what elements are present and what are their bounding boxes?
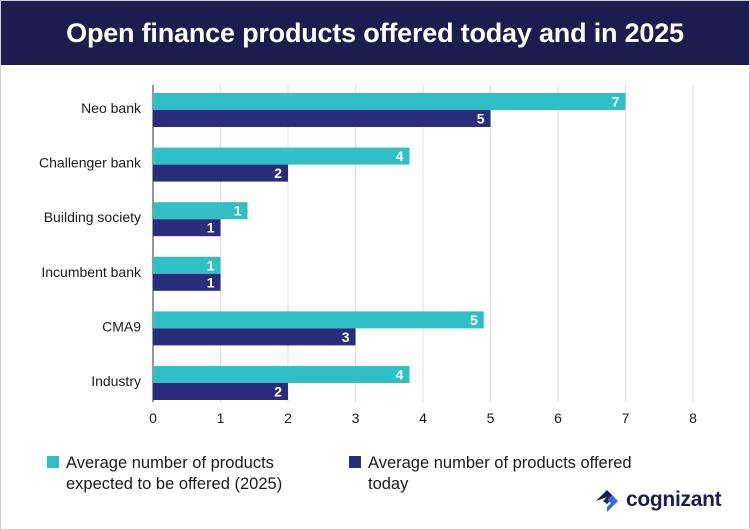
logo-wordmark: cognizant (626, 488, 722, 511)
x-tick-label: 3 (352, 410, 360, 426)
category-label: Neo bank (81, 100, 142, 116)
category-label: Incumbent bank (41, 264, 142, 280)
category-label: Building society (44, 209, 141, 225)
x-tick-label: 6 (554, 410, 562, 426)
x-tick-label: 1 (217, 410, 225, 426)
bar-today (153, 219, 221, 237)
bar-today (153, 383, 288, 400)
x-tick-label: 0 (149, 410, 157, 426)
category-labels: Neo bank Challenger bank Building society I… (39, 100, 142, 389)
bar-today (153, 328, 356, 346)
bar-2025 (153, 147, 410, 165)
chart-header: Open finance products offered today and … (1, 1, 749, 65)
data-label-today: 5 (477, 111, 485, 127)
category-label: CMA9 (102, 318, 141, 334)
category-label: Industry (91, 373, 141, 389)
data-label-2025: 7 (612, 94, 620, 110)
x-axis-ticks: 0 1 2 3 4 5 6 7 8 (149, 410, 697, 426)
data-label-today: 1 (207, 220, 215, 236)
data-label-2025: 4 (396, 367, 404, 383)
cognizant-logo-icon (596, 490, 618, 512)
bar-today (153, 164, 288, 182)
data-label-2025: 4 (396, 148, 404, 164)
data-label-2025: 5 (470, 312, 478, 328)
bar-2025 (153, 93, 626, 110)
x-tick-label: 7 (622, 410, 630, 426)
bar-today (153, 273, 221, 291)
x-tick-label: 5 (487, 410, 495, 426)
data-label-2025: 1 (207, 257, 215, 273)
x-tick-label: 8 (689, 410, 697, 426)
data-label-today: 2 (274, 384, 282, 400)
grid-lines (152, 85, 694, 402)
bar-2025 (153, 202, 248, 220)
bar-2025 (153, 366, 410, 383)
data-label-2025: 1 (234, 203, 242, 219)
bar-today (153, 110, 491, 127)
legend-label-2025: Average number of products expected to b… (66, 454, 283, 493)
bar-2025 (153, 311, 484, 329)
bar-2025 (153, 256, 221, 274)
cognizant-logo: cognizant (592, 486, 742, 516)
chart-title: Open finance products offered today and … (66, 17, 684, 48)
x-tick-label: 4 (419, 410, 427, 426)
category-label: Challenger bank (39, 155, 142, 171)
legend-label-today: Average number of products offered today (368, 454, 632, 493)
x-tick-label: 2 (284, 410, 292, 426)
data-label-today: 2 (274, 165, 282, 181)
legend-swatch-2025 (47, 456, 59, 468)
data-label-today: 1 (207, 274, 215, 290)
data-label-today: 3 (342, 329, 350, 345)
legend-swatch-today (349, 456, 361, 468)
